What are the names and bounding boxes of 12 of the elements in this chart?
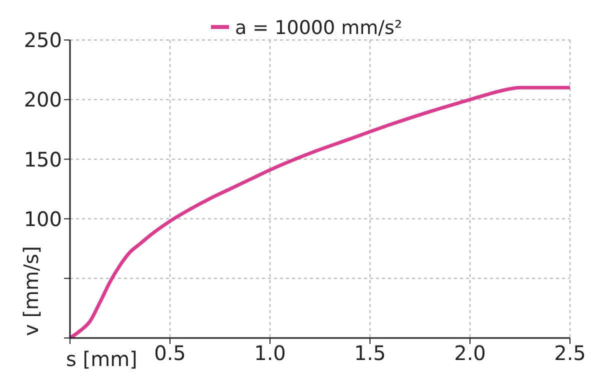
y-axis-title: v [mm/s] [19,246,43,336]
y-tick-label: 250 [24,28,62,52]
x-tick-label: 0.5 [154,341,186,366]
y-tick-label: 150 [24,147,62,172]
x-tick-label: 1.0 [254,341,286,366]
x-tick-label: 2.5 [554,341,586,366]
x-tick-label: 1.5 [354,341,386,366]
legend-label: a = 10000 mm/s² [235,17,402,39]
x-axis-title: s [mm] [66,347,138,371]
x-tick-label: 2.0 [454,341,486,366]
y-tick-label: 200 [24,88,62,112]
y-tick-label: 100 [24,206,62,231]
